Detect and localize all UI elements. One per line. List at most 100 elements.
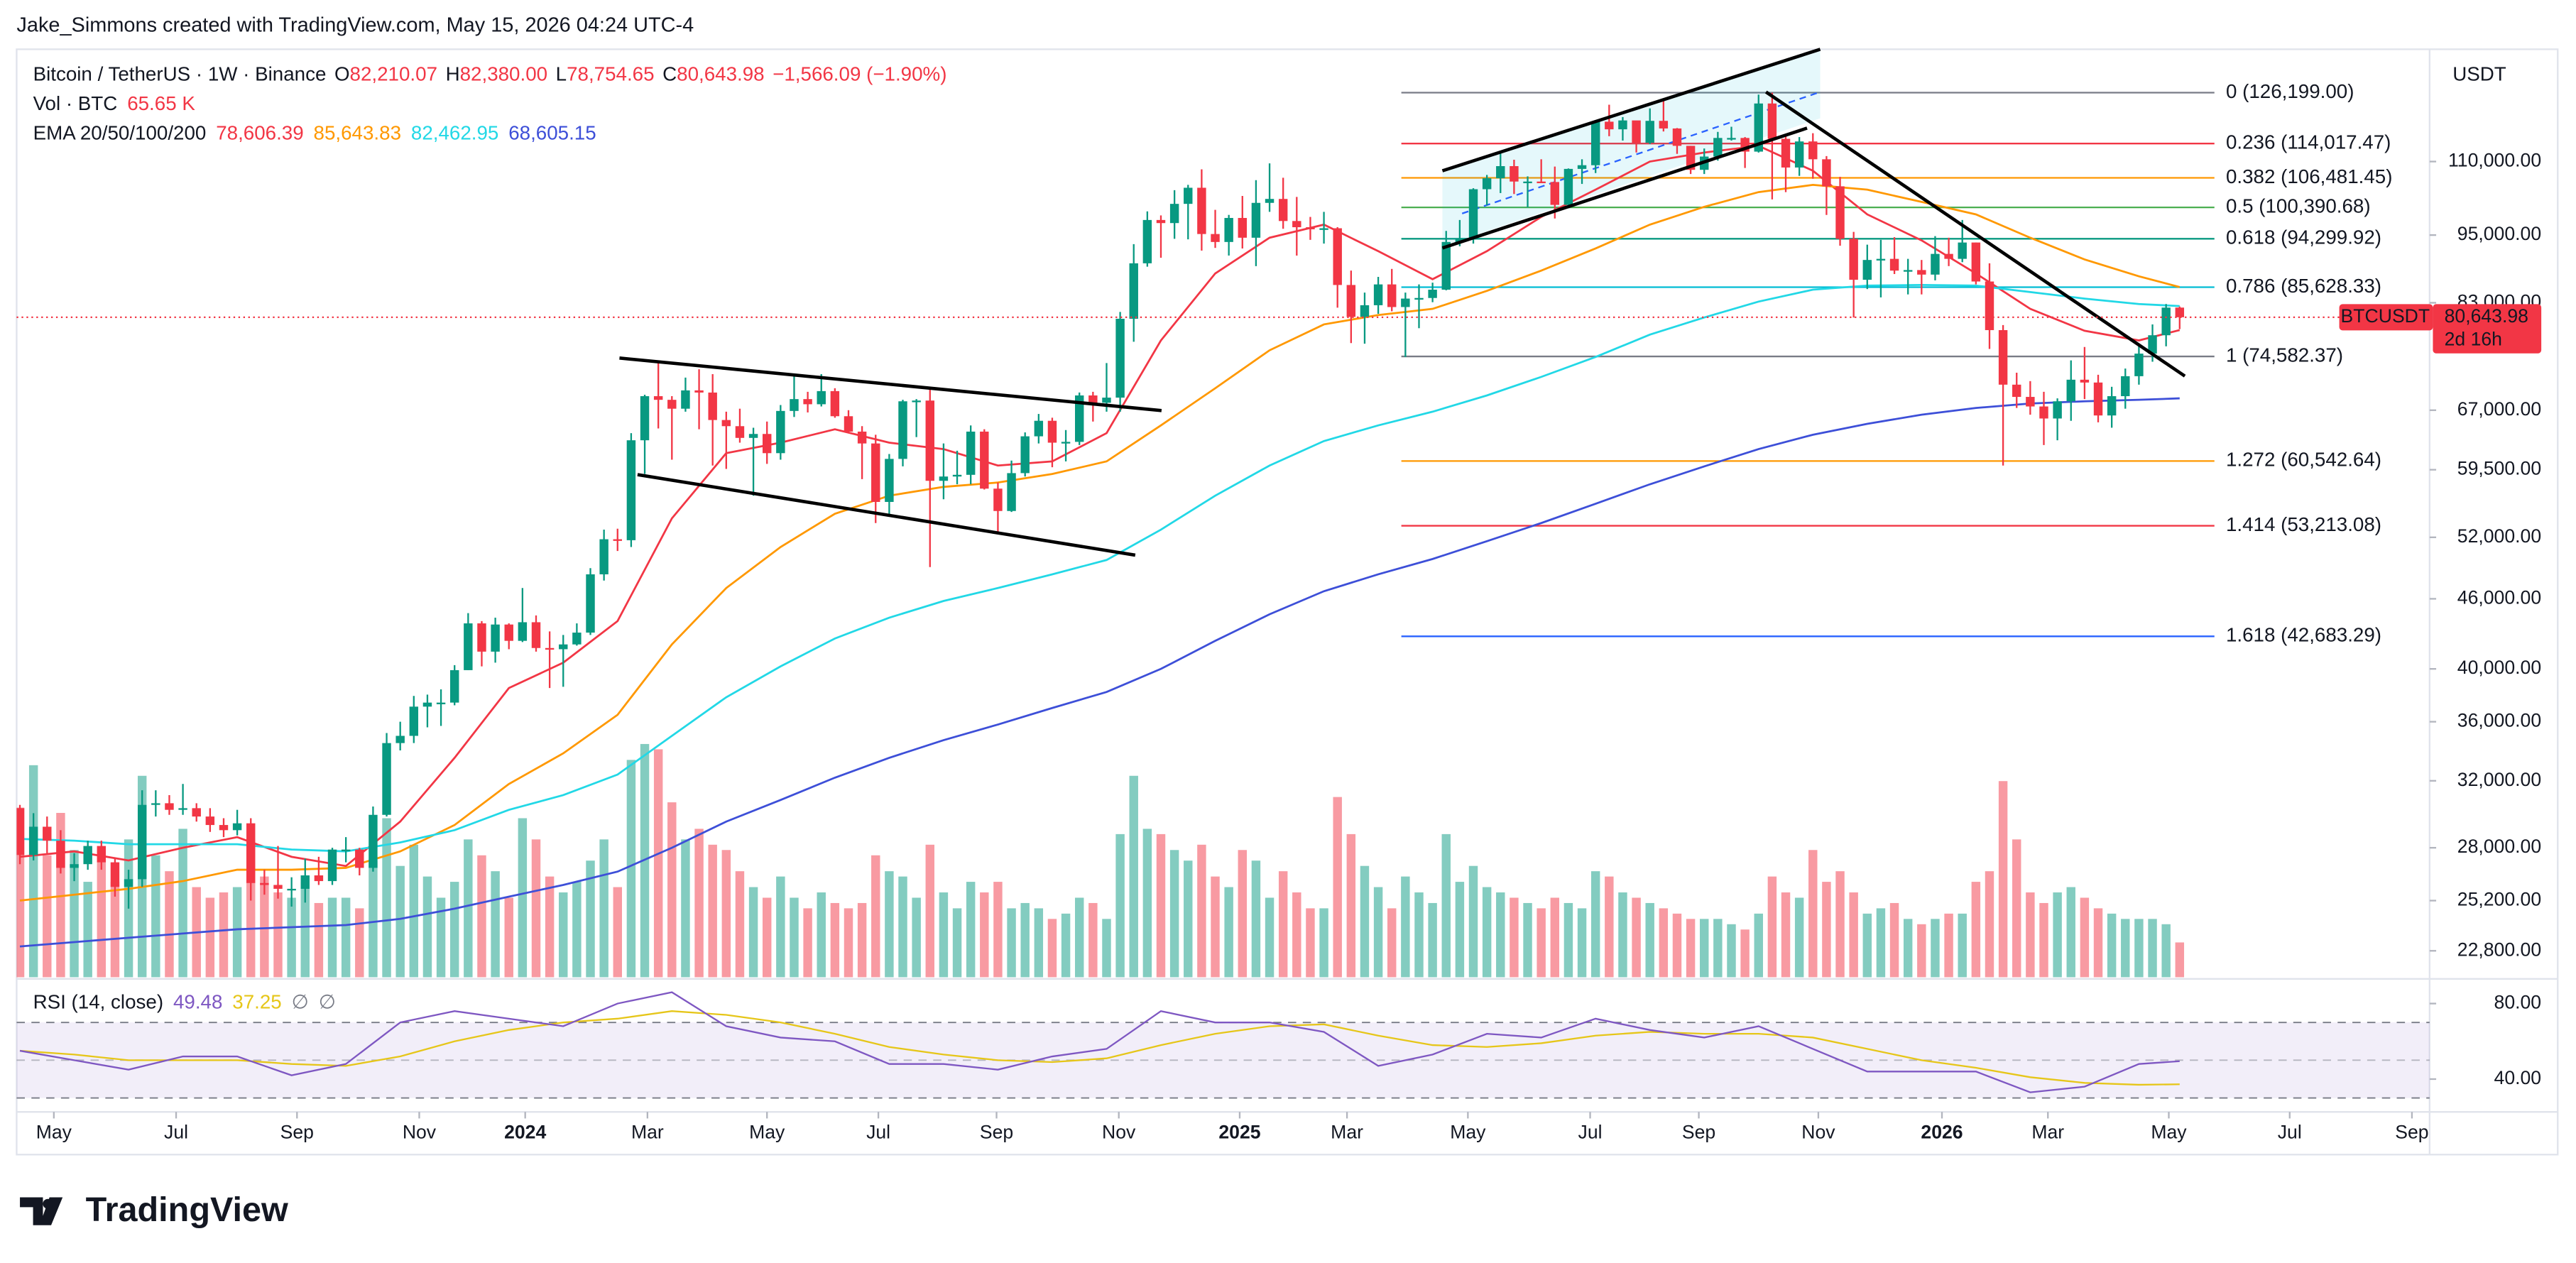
candle-body <box>409 706 419 736</box>
x-tick-label: Mar <box>1331 1121 1363 1142</box>
x-tick-label: May <box>1450 1121 1486 1142</box>
volume-bar <box>1822 882 1831 978</box>
trendlines <box>619 48 2186 557</box>
candle-body <box>28 826 38 855</box>
rsi-tick-label: 40.00 <box>2494 1067 2542 1088</box>
volume-bar <box>626 760 636 978</box>
candle-body <box>871 443 880 503</box>
ema-label: EMA 20/50/100/200 <box>33 122 207 144</box>
x-tick-label: Sep <box>980 1121 1013 1142</box>
candle-body <box>1903 270 1913 272</box>
legend-ema: EMA 20/50/100/200 78,606.39 85,643.83 82,46… <box>33 122 596 144</box>
candle-body <box>1115 318 1125 398</box>
candle-body <box>1767 103 1777 139</box>
x-tick-label: Nov <box>1102 1121 1136 1142</box>
volume-bar <box>178 829 187 978</box>
candle-body <box>1441 241 1451 290</box>
volume-bar <box>1889 902 1899 978</box>
candle-body <box>1088 395 1098 403</box>
volume-bar <box>993 882 1003 978</box>
candle-body <box>369 814 378 868</box>
candle-body <box>300 875 310 889</box>
candle-body <box>1754 103 1763 152</box>
trendline <box>1441 126 1808 250</box>
candle-body <box>43 826 52 841</box>
candle-body <box>1727 138 1736 140</box>
candle-body <box>559 644 568 650</box>
volume-bar <box>1373 887 1383 978</box>
candle-body <box>572 633 582 645</box>
l-value: 78,754.65 <box>567 63 654 85</box>
candle-body <box>952 474 962 477</box>
volume-bar <box>1931 919 1940 978</box>
volume-bar <box>355 908 364 978</box>
candle-body <box>1632 120 1641 143</box>
axis-unit: USDT <box>2452 63 2506 85</box>
volume-bar <box>1238 850 1248 978</box>
candle-body <box>97 846 107 863</box>
candle-body <box>1455 239 1465 242</box>
candle-body <box>586 574 595 633</box>
volume-bar <box>409 844 419 978</box>
volume-bar <box>1563 902 1573 978</box>
rsi-symbol: ∅ <box>292 991 309 1013</box>
volume-bar <box>1156 833 1166 978</box>
candle-body <box>1510 165 1519 182</box>
candle-body <box>613 539 622 541</box>
candle-body <box>599 539 608 574</box>
volume-bar <box>776 876 785 978</box>
volume-bar <box>857 902 867 978</box>
volume-bar <box>260 876 269 978</box>
volume-bar <box>1007 908 1016 978</box>
volume-bar <box>1034 908 1044 978</box>
candle-body <box>721 420 731 427</box>
candle-body <box>1781 138 1791 168</box>
candle-body <box>504 624 513 641</box>
candle-body <box>477 623 486 652</box>
fib-label: 0.618 (94,299.92) <box>2226 226 2381 248</box>
volume-bar <box>2134 919 2144 978</box>
candle-body <box>2107 396 2117 416</box>
candle-body <box>844 416 853 432</box>
volume-bar <box>817 892 826 978</box>
logo-dot <box>43 1198 53 1209</box>
candle-body <box>205 816 215 826</box>
volume-bar <box>735 871 745 978</box>
candle-body <box>192 808 201 817</box>
candle-body <box>327 849 337 882</box>
candle-body <box>2121 376 2130 397</box>
volume-bar <box>518 818 528 978</box>
fib-label: 1.414 (53,213.08) <box>2226 513 2381 535</box>
volume-bar <box>966 882 976 978</box>
candle-body <box>1822 159 1831 187</box>
candle-body <box>898 401 907 459</box>
rsi-ma-line <box>19 1010 2180 1086</box>
x-tick-label: Sep <box>2395 1121 2428 1142</box>
candle-body <box>260 882 269 885</box>
x-tick-label: Nov <box>1801 1121 1835 1142</box>
candle-body <box>993 488 1003 511</box>
candle-body <box>545 647 555 650</box>
candle-body <box>1876 258 1886 261</box>
candle-body <box>1944 253 1953 259</box>
candle-body <box>1169 204 1179 224</box>
candle-body <box>1849 239 1858 280</box>
volume-bar <box>748 887 758 978</box>
volume-bar <box>531 839 541 978</box>
volume-bar <box>1835 871 1845 978</box>
volume-bar <box>1876 908 1886 978</box>
candle-body <box>653 396 663 400</box>
candle-body <box>1020 436 1030 474</box>
volume-bar <box>1686 919 1696 978</box>
channel-fill <box>1442 49 1821 247</box>
candle-body <box>1061 442 1071 444</box>
frame <box>16 48 2559 1156</box>
volume-bar <box>1523 902 1532 978</box>
l-key: L <box>556 63 567 85</box>
volume-bar <box>1808 850 1818 978</box>
x-tick-label: May <box>749 1121 785 1142</box>
volume-bar <box>1224 887 1233 978</box>
volume-bar <box>232 887 242 978</box>
rsi-ma-value: 37.25 <box>232 991 281 1013</box>
x-tick-label: Mar <box>2031 1121 2064 1142</box>
